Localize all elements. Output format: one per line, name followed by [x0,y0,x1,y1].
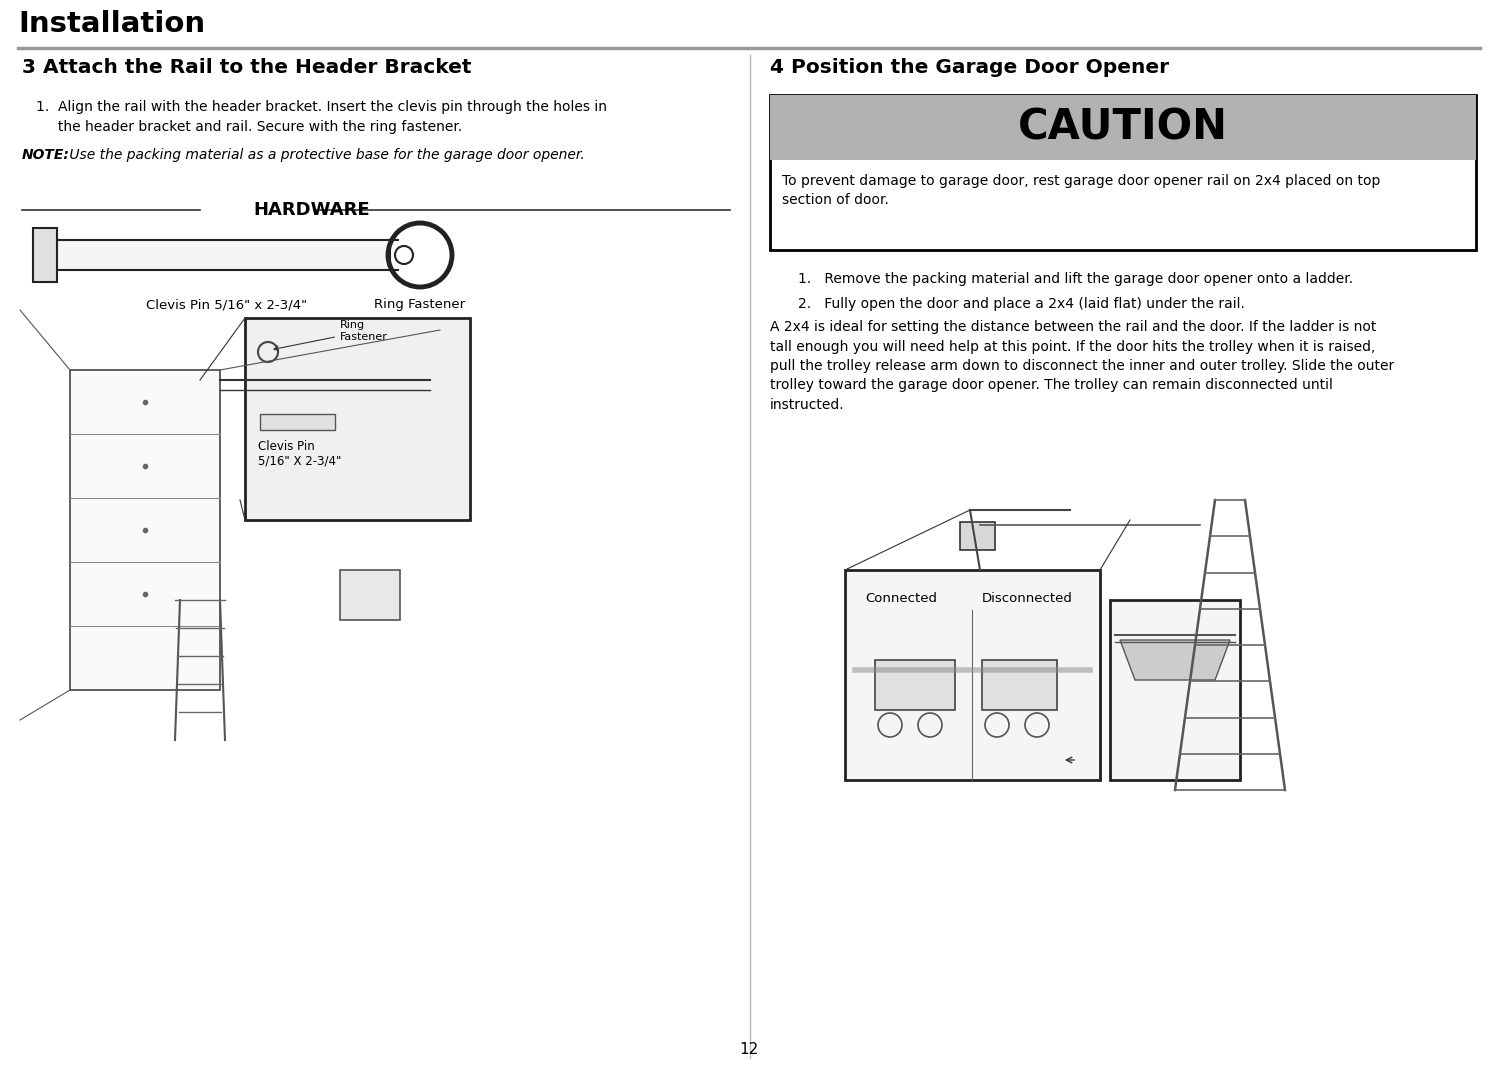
Text: the header bracket and rail. Secure with the ring fastener.: the header bracket and rail. Secure with… [36,120,463,134]
Bar [875,660,956,710]
Text: CAUTION: CAUTION [1019,107,1228,149]
Text: Use the packing material as a protective base for the garage door opener.: Use the packing material as a protective… [64,148,584,162]
Text: 1.   Remove the packing material and lift the garage door opener onto a ladder.: 1. Remove the packing material and lift … [798,272,1353,286]
Bar [18,318,470,740]
Text: 2.   Fully open the door and place a 2x4 (laid flat) under the rail.: 2. Fully open the door and place a 2x4 (… [798,298,1245,310]
Text: Clevis Pin 5/16" x 2-3/4": Clevis Pin 5/16" x 2-3/4" [145,298,307,310]
Text: 4 Position the Garage Door Opener: 4 Position the Garage Door Opener [770,58,1168,77]
Text: Disconnected: Disconnected [983,592,1073,605]
Text: A 2x4 is ideal for setting the distance between the rail and the door. If the la: A 2x4 is ideal for setting the distance … [770,320,1395,412]
Text: Ring
Fastener: Ring Fastener [274,320,388,350]
Text: Connected: Connected [864,592,938,605]
Text: Installation: Installation [18,10,205,38]
Text: 1.  Align the rail with the header bracket. Insert the clevis pin through the ho: 1. Align the rail with the header bracke… [36,100,607,114]
Bar [770,95,1476,250]
Bar [960,522,995,550]
Bar [770,490,1476,800]
Text: Clevis Pin
5/16" X 2-3/4": Clevis Pin 5/16" X 2-3/4" [258,440,342,468]
Bar [55,240,389,270]
Bar [1110,600,1240,780]
Text: 12: 12 [740,1042,758,1058]
Bar [246,318,470,520]
Polygon shape [1121,640,1230,680]
Bar [845,570,1100,780]
Bar [70,370,220,690]
Bar [983,660,1058,710]
Bar [33,229,57,282]
Bar [770,95,1476,160]
Bar [261,414,336,430]
Text: 3 Attach the Rail to the Header Bracket: 3 Attach the Rail to the Header Bracket [22,58,472,77]
Text: To prevent damage to garage door, rest garage door opener rail on 2x4 placed on : To prevent damage to garage door, rest g… [782,174,1380,207]
Bar [340,570,400,620]
Text: NOTE:: NOTE: [22,148,70,162]
Text: HARDWARE: HARDWARE [253,201,370,219]
Text: Ring Fastener: Ring Fastener [374,298,466,310]
